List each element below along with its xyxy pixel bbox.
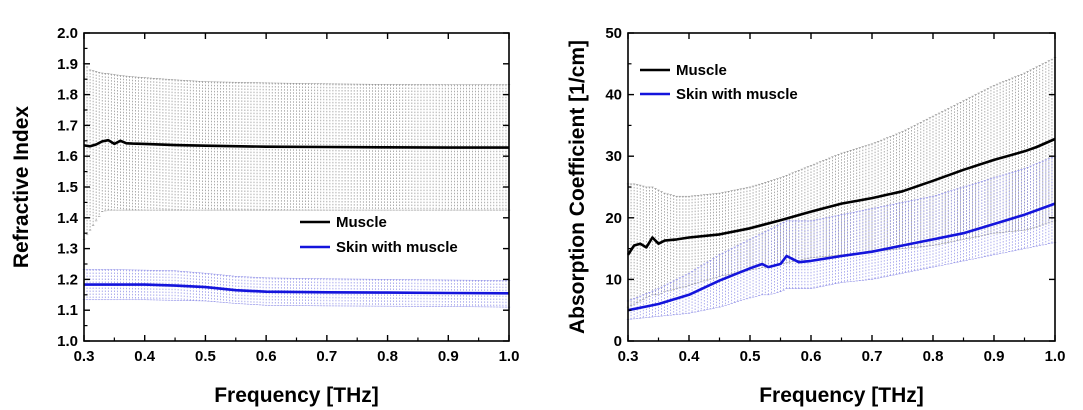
x-axis-title: Frequency [THz]	[214, 384, 379, 407]
x-axis-title: Frequency [THz]	[759, 384, 924, 407]
x-tick-label: 0.8	[377, 348, 398, 365]
y-tick-label: 1.9	[57, 56, 78, 73]
legend: Muscle Skin with muscle	[640, 62, 798, 103]
x-tick-label: 1.0	[1045, 348, 1066, 365]
y-tick-label: 0	[614, 333, 622, 350]
y-tick-label: 1.8	[57, 87, 78, 104]
y-axis-title: Absorption Coefficient [1/cm]	[566, 40, 589, 334]
x-tick-label: 0.7	[316, 348, 337, 365]
legend-label: Muscle	[336, 214, 387, 231]
y-tick-label: 1.5	[57, 179, 78, 196]
y-tick-label: 10	[605, 271, 622, 288]
x-tick-label: 0.4	[134, 348, 156, 365]
series-line-muscle	[626, 137, 1056, 256]
series-line-skin-with-muscle	[84, 283, 510, 295]
absorption-coefficient-chart: 0.3 0.4 0.5 0.6 0.7 0.8 0.9 1.0 0 10 20 30 40 50 Frequ…	[566, 25, 1065, 407]
y-tick-label: 40	[605, 87, 622, 104]
y-tick-label: 1.6	[57, 148, 78, 165]
y-tick-label: 30	[605, 148, 622, 165]
x-tick-label: 0.3	[618, 348, 639, 365]
x-tick-label: 0.5	[740, 348, 761, 365]
y-axis-title: Refractive Index	[10, 106, 33, 269]
y-tick-label: 50	[605, 25, 622, 42]
x-tick-label: 0.3	[74, 348, 95, 365]
x-tick-label: 0.7	[862, 348, 883, 365]
y-tick-label: 1.7	[57, 117, 78, 134]
x-tick-label: 0.9	[438, 348, 459, 365]
series-line-muscle	[83, 138, 509, 149]
x-tick-label: 0.5	[195, 348, 216, 365]
x-tick-label: 0.6	[256, 348, 277, 365]
x-tick-label: 0.8	[923, 348, 944, 365]
legend-label: Skin with muscle	[336, 239, 458, 256]
x-tick-label: 0.9	[984, 348, 1005, 365]
y-tick-label: 1.2	[57, 271, 78, 288]
refractive-index-chart: 0.3 0.4 0.5 0.6 0.7 0.8 0.9 1.0 1.0 1.1 1.2 1.3 1.4 1…	[10, 25, 519, 407]
x-tick-label: 1.0	[499, 348, 520, 365]
error-bars	[82, 63, 511, 308]
x-tick-label: 0.6	[801, 348, 822, 365]
y-tick-label: 2.0	[57, 25, 78, 42]
y-tick-label: 1.0	[57, 333, 78, 350]
y-tick-label: 1.4	[57, 210, 79, 227]
series-line-skin-with-muscle	[627, 202, 1056, 312]
y-tick-label: 1.3	[57, 241, 78, 258]
legend-label: Skin with muscle	[676, 86, 798, 103]
legend: Muscle Skin with muscle	[300, 214, 458, 256]
legend-label: Muscle	[676, 62, 727, 79]
y-tick-label: 1.1	[57, 302, 78, 319]
x-tick-label: 0.4	[679, 348, 701, 365]
y-tick-label: 20	[605, 210, 622, 227]
